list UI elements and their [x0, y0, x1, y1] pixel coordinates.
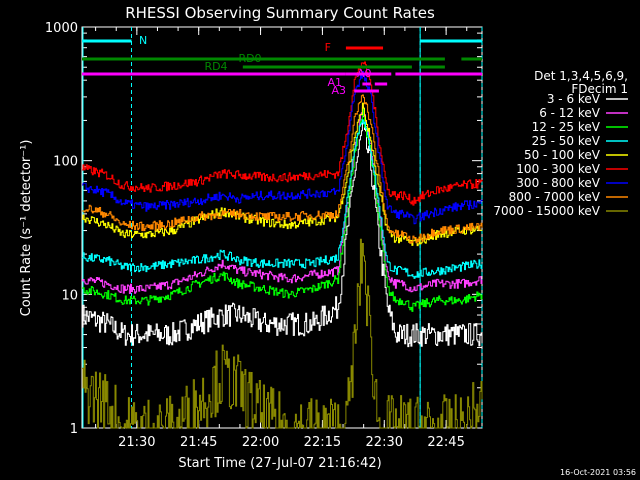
- flag-label: A3: [331, 84, 346, 97]
- axis-labels: N F RD0 RD4 A1 A0 A3: [139, 34, 372, 97]
- legend-entry-label: 3 - 6 keV: [547, 92, 601, 106]
- flag-label: RD4: [204, 60, 227, 73]
- x-tick-label: 22:15: [304, 435, 341, 450]
- y-tick-label: 1000: [45, 21, 78, 36]
- legend-entry-label: 100 - 300 keV: [516, 162, 600, 176]
- flag-label: N: [139, 34, 147, 47]
- flag-label: RD0: [238, 52, 261, 65]
- y-axis-label: Count Rate (s⁻¹ detector⁻¹): [19, 140, 34, 317]
- legend-header: Det 1,3,4,5,6,9,: [534, 69, 628, 83]
- series-line: [82, 119, 483, 279]
- flag-bars: [82, 39, 482, 93]
- flag-label: A0: [357, 67, 372, 80]
- legend-entry-label: 50 - 100 keV: [524, 148, 601, 162]
- series-line: [82, 108, 483, 312]
- legend-entry-label: 12 - 25 keV: [532, 120, 601, 134]
- x-tick-label: 22:00: [242, 435, 279, 450]
- series-line: [82, 122, 483, 348]
- y-tick-label: 10: [61, 288, 78, 303]
- legend-entry-label: 6 - 12 keV: [539, 106, 601, 120]
- x-tick-label: 21:30: [118, 435, 155, 450]
- series-line: [82, 71, 483, 225]
- legend-entry-label: 800 - 7000 keV: [509, 190, 601, 204]
- x-tick-label: 22:30: [366, 435, 403, 450]
- x-axis-label: Start Time (27-Jul-07 21:16:42): [178, 456, 381, 471]
- series-group: [82, 61, 483, 429]
- y-tick-label: 100: [53, 155, 78, 170]
- timestamp: 16-Oct-2021 03:56: [560, 468, 636, 477]
- legend-entry-label: 300 - 800 keV: [516, 176, 600, 190]
- series-line: [82, 106, 483, 294]
- legend-entry-label: 7000 - 15000 keV: [493, 204, 600, 218]
- legend-header: FDecim 1: [571, 82, 628, 96]
- chart-title: RHESSI Observing Summary Count Rates: [125, 4, 435, 22]
- legend-entry-label: 25 - 50 keV: [532, 134, 601, 148]
- night-markers: [82, 27, 483, 428]
- series-line: [82, 61, 483, 206]
- x-tick-label: 21:45: [180, 435, 217, 450]
- flag-label: F: [325, 41, 331, 54]
- flag-label: A1: [327, 76, 342, 89]
- x-tick-label: 22:45: [427, 435, 464, 450]
- series-line: [82, 238, 483, 429]
- series-line: [82, 94, 483, 244]
- y-tick-label: 1: [70, 422, 78, 437]
